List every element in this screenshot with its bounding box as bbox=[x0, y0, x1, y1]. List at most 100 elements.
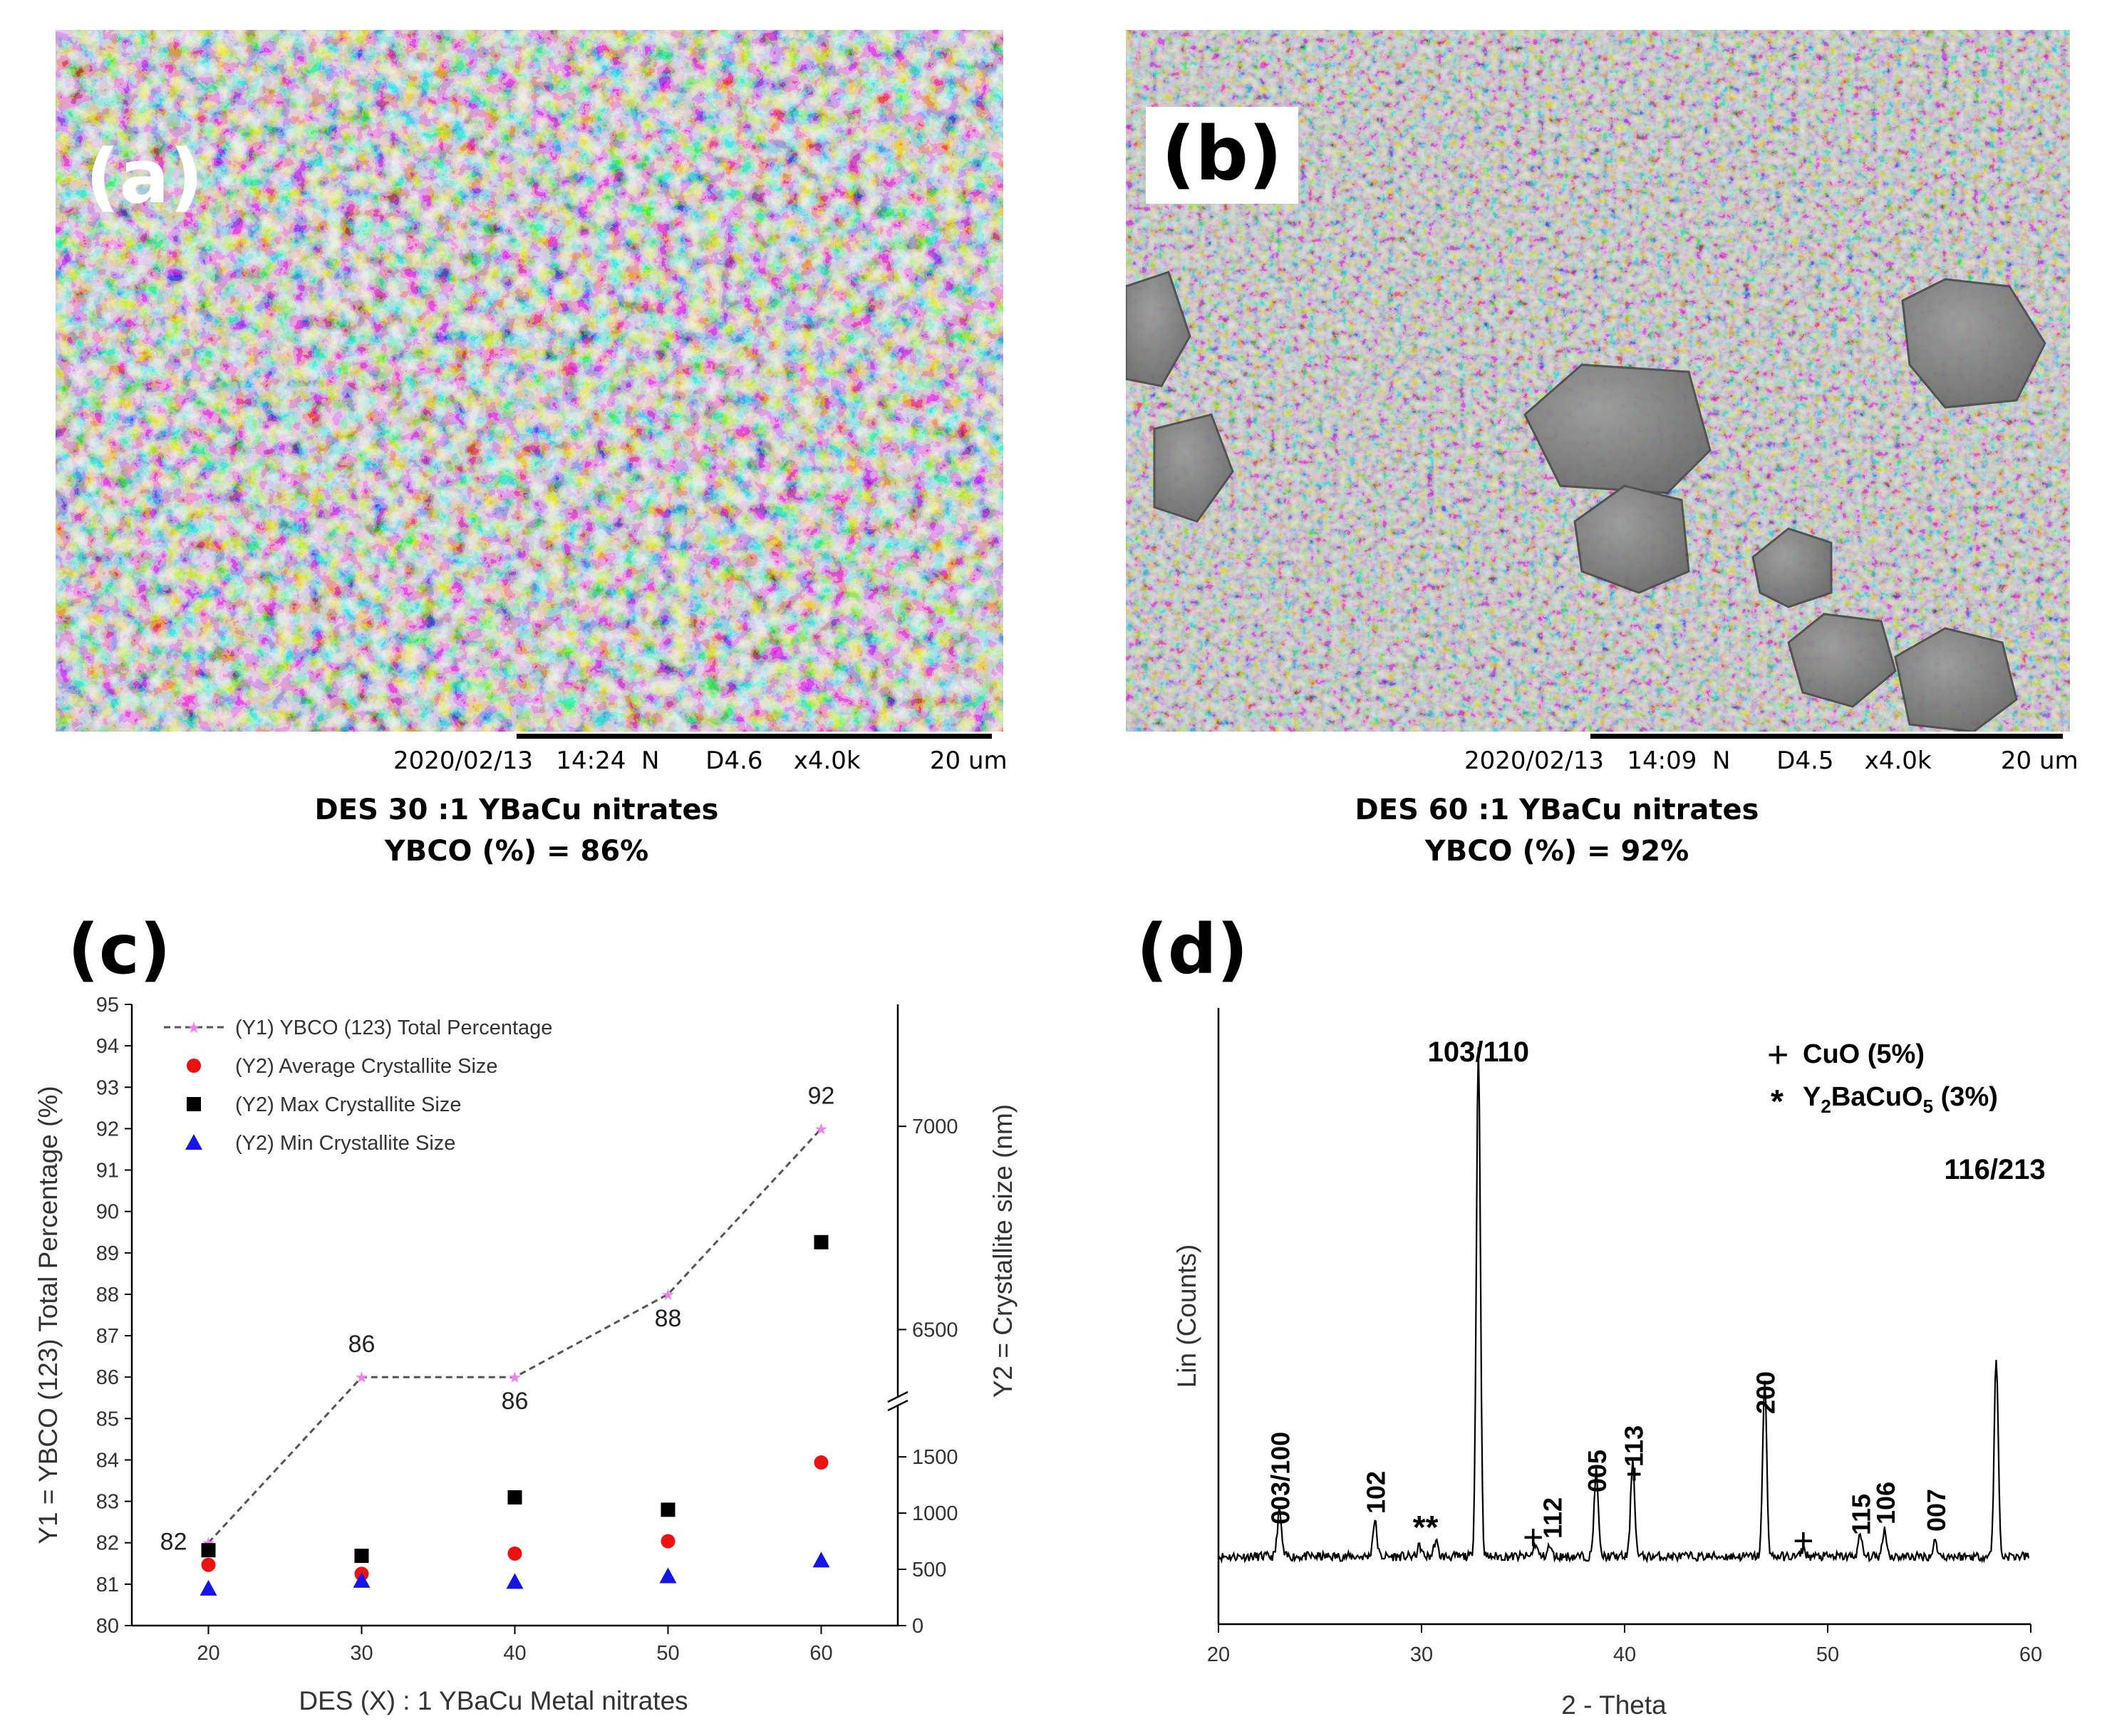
panel-d-label: (d) bbox=[1137, 910, 1248, 989]
avg-crystallite-point bbox=[661, 1534, 675, 1549]
x-tick-label: 60 bbox=[2019, 1643, 2042, 1666]
legend-star-swatch: ★ bbox=[187, 1019, 201, 1036]
min-crystallite-point bbox=[812, 1552, 830, 1568]
peak-label-106: 106 bbox=[1871, 1482, 1900, 1524]
y2-tick-label: 1000 bbox=[912, 1502, 958, 1525]
peak-label-007: 007 bbox=[1922, 1489, 1951, 1532]
legend-cuo-text: CuO (5%) bbox=[1803, 1039, 1925, 1069]
axis-break-mark bbox=[887, 1399, 908, 1412]
x-tick-label: 60 bbox=[809, 1642, 832, 1665]
ybco-data-label: 88 bbox=[655, 1305, 682, 1332]
ybco-percentage-line bbox=[207, 1128, 822, 1544]
chart-c: 80 81 82 83 84 85 86 87 88 89 90 91 92 93 94 95 20 30 40 50… bbox=[33, 994, 1018, 1715]
panel-c-label: (c) bbox=[68, 910, 171, 989]
peak-label-112: 112 bbox=[1538, 1497, 1567, 1539]
legend-triangle-swatch bbox=[185, 1134, 202, 1150]
y1-tick-label: 83 bbox=[96, 1491, 119, 1514]
panel-b-label: (b) bbox=[1146, 107, 1298, 204]
y2-tick-label: 1500 bbox=[912, 1446, 958, 1469]
x-tick-label: 40 bbox=[1613, 1643, 1636, 1666]
chart-d: 20 30 40 50 60 2 - Theta Lin (Counts) 003/100 10… bbox=[1172, 1008, 2046, 1720]
legend-formula-part: (3%) bbox=[1933, 1082, 1998, 1112]
y1-tick-label: 91 bbox=[96, 1160, 119, 1183]
min-crystallite-point bbox=[200, 1579, 217, 1596]
max-crystallite-point bbox=[661, 1502, 675, 1517]
panel-a: (a) 2020/02/13 14:24 N D4.6 x4.0k 20 um … bbox=[0, 0, 1055, 876]
legend-formula-part: BaCuO bbox=[1831, 1082, 1923, 1112]
legend-entry: (Y2) Average Crystallite Size bbox=[235, 1055, 498, 1078]
legend-formula-part: Y bbox=[1803, 1082, 1821, 1112]
x-tick-label: 20 bbox=[197, 1642, 219, 1665]
caption-a: DES 30 :1 YBaCu nitrates YBCO (%) = 86% bbox=[214, 789, 819, 872]
max-crystallite-point bbox=[507, 1490, 522, 1504]
avg-crystallite-point bbox=[507, 1546, 522, 1561]
max-crystallite-point bbox=[814, 1235, 829, 1249]
avg-crystallite-point bbox=[201, 1557, 216, 1572]
max-crystallite-point bbox=[201, 1543, 216, 1558]
peak-label-cuo: + bbox=[1523, 1517, 1543, 1557]
y1-tick-label: 82 bbox=[96, 1532, 119, 1555]
y1-axis-label: Y1 = YBCO (123) Total Percentage (%) bbox=[33, 1086, 63, 1544]
legend-y2bacuo5-symbol: * bbox=[1771, 1083, 1784, 1120]
scale-bar-b bbox=[1590, 734, 2063, 739]
y1-tick-label: 93 bbox=[96, 1076, 119, 1099]
caption-b-line1: DES 60 :1 YBaCu nitrates bbox=[1355, 794, 1759, 826]
x-tick-label: 50 bbox=[1816, 1643, 1839, 1666]
y1-tick-label: 80 bbox=[96, 1615, 119, 1638]
peak-label-003-100: 003/100 bbox=[1266, 1432, 1295, 1524]
sem-meta-b: 2020/02/13 14:09 N D4.5 x4.0k 20 um bbox=[1464, 747, 2078, 775]
ybco-data-label: 86 bbox=[348, 1331, 376, 1358]
x-tick-label: 50 bbox=[656, 1642, 679, 1665]
peak-label-115: 115 bbox=[1847, 1494, 1876, 1535]
caption-b: DES 60 :1 YBaCu nitrates YBCO (%) = 92% bbox=[1254, 789, 1860, 872]
x-tick-label: 30 bbox=[350, 1642, 373, 1665]
legend-y2bacuo5-text: Y2BaCuO5 (3%) bbox=[1803, 1082, 1998, 1117]
y2-tick-label: 6500 bbox=[912, 1319, 958, 1341]
ybco-percentage-point: ★ bbox=[661, 1286, 675, 1304]
min-crystallite-point bbox=[659, 1567, 677, 1584]
min-crystallite-point bbox=[353, 1571, 371, 1588]
ybco-data-label: 86 bbox=[502, 1388, 529, 1415]
y1-tick-label: 95 bbox=[96, 994, 119, 1017]
y1-tick-label: 81 bbox=[96, 1574, 119, 1596]
y1-tick-label: 87 bbox=[96, 1325, 119, 1348]
sem-image-a: (a) bbox=[56, 30, 1003, 732]
y1-tick-label: 94 bbox=[96, 1035, 119, 1058]
x-tick-label: 30 bbox=[1410, 1643, 1433, 1666]
y1-tick-label: 86 bbox=[96, 1366, 119, 1389]
y1-tick-label: 89 bbox=[96, 1242, 119, 1265]
scale-bar-a bbox=[517, 734, 992, 739]
y2-tick-label: 500 bbox=[912, 1559, 946, 1581]
peak-label-102: 102 bbox=[1361, 1471, 1390, 1514]
peak-label-113: +113 bbox=[1619, 1425, 1648, 1482]
legend-formula-part: 2 bbox=[1821, 1096, 1831, 1117]
caption-a-line2: YBCO (%) = 86% bbox=[384, 835, 649, 868]
panel-b: (b) 2020/02/13 14:09 N D4.5 x4.0k 20 um … bbox=[1055, 0, 2107, 876]
ybco-percentage-point: ★ bbox=[355, 1368, 369, 1386]
peak-label-y2bacuo5: ** bbox=[1413, 1509, 1439, 1546]
peak-label-005: 005 bbox=[1583, 1450, 1612, 1492]
x-tick-label: 20 bbox=[1207, 1643, 1230, 1666]
ybco-percentage-point: ★ bbox=[814, 1120, 829, 1138]
ybco-data-label: 82 bbox=[160, 1529, 187, 1556]
y2-axis-label: Y2 = Crystallite size (nm) bbox=[988, 1104, 1018, 1398]
legend-entry: (Y1) YBCO (123) Total Percentage bbox=[235, 1017, 552, 1039]
x-axis-label: DES (X) : 1 YBaCu Metal nitrates bbox=[299, 1686, 688, 1715]
legend-circle-swatch bbox=[187, 1059, 201, 1073]
xrd-pattern-line bbox=[1217, 1046, 2030, 1564]
legend-cuo-symbol: + bbox=[1767, 1034, 1788, 1076]
caption-b-line2: YBCO (%) = 92% bbox=[1424, 835, 1689, 868]
peak-label-cuo: + bbox=[1793, 1521, 1813, 1561]
y1-tick-label: 92 bbox=[96, 1118, 119, 1140]
y2-tick-label: 7000 bbox=[912, 1116, 958, 1138]
axis-break-mark bbox=[887, 1391, 908, 1403]
legend-formula-part: 5 bbox=[1923, 1096, 1933, 1117]
legend-entry: (Y2) Min Crystallite Size bbox=[235, 1132, 455, 1155]
peak-label-200: 200 bbox=[1751, 1371, 1781, 1414]
y-axis-label: Lin (Counts) bbox=[1172, 1244, 1201, 1388]
x-axis-label: 2 - Theta bbox=[1561, 1690, 1667, 1720]
avg-crystallite-point bbox=[814, 1455, 829, 1470]
legend-square-swatch bbox=[187, 1097, 201, 1111]
sem-image-b: (b) bbox=[1126, 30, 2070, 732]
y1-tick-label: 85 bbox=[96, 1408, 119, 1430]
